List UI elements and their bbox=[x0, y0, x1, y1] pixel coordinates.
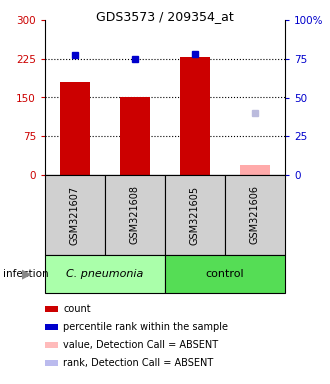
Text: GSM321608: GSM321608 bbox=[130, 185, 140, 245]
Text: GSM321606: GSM321606 bbox=[250, 185, 260, 245]
Bar bbox=[225, 175, 285, 255]
Text: infection: infection bbox=[3, 269, 49, 279]
Bar bbox=[45, 255, 165, 293]
Text: C. pneumonia: C. pneumonia bbox=[66, 269, 144, 279]
Bar bbox=[165, 175, 225, 255]
Text: control: control bbox=[206, 269, 244, 279]
Text: count: count bbox=[63, 304, 91, 314]
Text: value, Detection Call = ABSENT: value, Detection Call = ABSENT bbox=[63, 340, 218, 350]
Text: GSM321605: GSM321605 bbox=[190, 185, 200, 245]
Text: rank, Detection Call = ABSENT: rank, Detection Call = ABSENT bbox=[63, 358, 214, 368]
Bar bbox=[105, 175, 165, 255]
Bar bbox=[240, 165, 270, 175]
Bar bbox=[45, 175, 105, 255]
Bar bbox=[180, 57, 210, 175]
Bar bbox=[60, 82, 90, 175]
Text: ▶: ▶ bbox=[22, 268, 32, 280]
Bar bbox=[120, 98, 150, 175]
Text: percentile rank within the sample: percentile rank within the sample bbox=[63, 322, 228, 332]
Text: GDS3573 / 209354_at: GDS3573 / 209354_at bbox=[96, 10, 234, 23]
Bar bbox=[165, 255, 285, 293]
Text: GSM321607: GSM321607 bbox=[70, 185, 80, 245]
